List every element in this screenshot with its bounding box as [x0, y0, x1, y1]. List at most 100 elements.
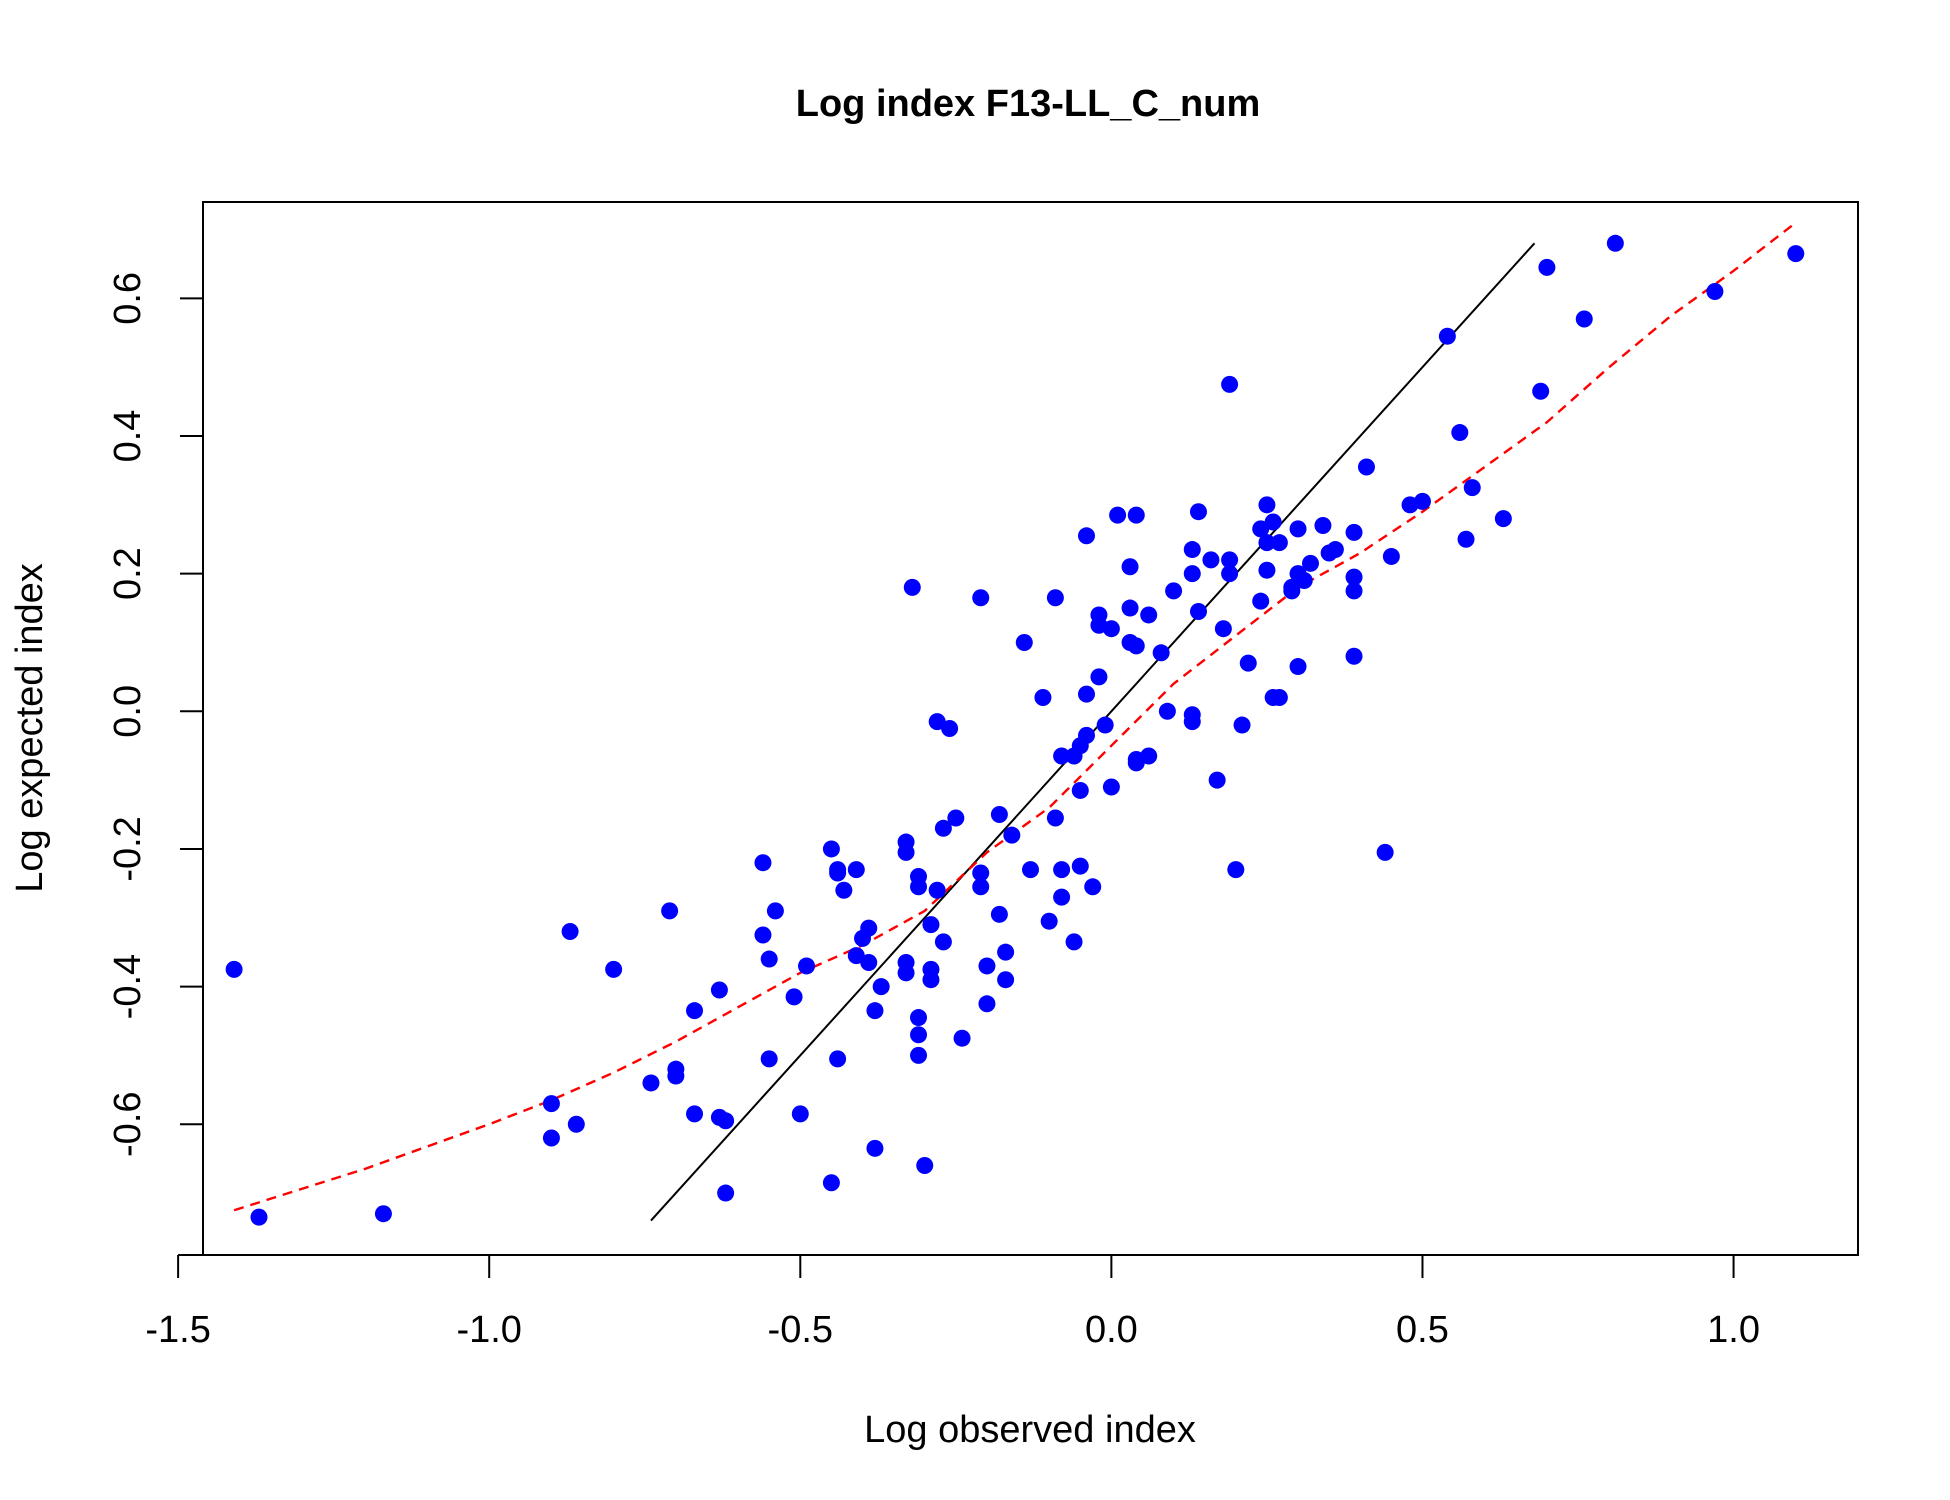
- data-point: [374, 1205, 392, 1223]
- data-point: [1140, 606, 1158, 624]
- data-point: [1140, 747, 1158, 765]
- data-point: [642, 1074, 660, 1092]
- data-point: [866, 1002, 884, 1020]
- data-point: [717, 1112, 735, 1130]
- x-axis-label: Log observed index: [864, 1409, 1196, 1451]
- data-point: [928, 881, 946, 899]
- data-point: [1314, 516, 1332, 534]
- data-point: [1221, 551, 1239, 569]
- data-point: [1208, 771, 1226, 789]
- data-point: [542, 1129, 560, 1147]
- data-point: [1438, 327, 1456, 345]
- data-point: [847, 861, 865, 879]
- data-point: [928, 713, 946, 731]
- data-point: [667, 1060, 685, 1078]
- data-point: [1295, 572, 1313, 590]
- data-point: [542, 1095, 560, 1113]
- data-point: [1301, 554, 1319, 572]
- data-point: [1183, 565, 1201, 583]
- data-point: [1053, 861, 1071, 879]
- data-point: [1183, 541, 1201, 559]
- data-point: [860, 954, 878, 971]
- y-axis-label: Log expected index: [9, 563, 51, 893]
- data-point: [822, 1174, 840, 1192]
- data-point: [1221, 375, 1239, 393]
- data-point: [605, 960, 623, 978]
- y-tick-label: 0.0: [107, 685, 149, 738]
- data-point: [798, 957, 816, 975]
- data-points: [225, 234, 1805, 1226]
- data-point: [1326, 541, 1344, 559]
- data-point: [953, 1029, 971, 1047]
- data-point: [1202, 551, 1220, 569]
- x-tick-label: 0.0: [1085, 1309, 1138, 1351]
- data-point: [1270, 534, 1288, 552]
- chart-title: Log index F13-LL_C_num: [796, 83, 1260, 125]
- smoother-line: [233, 221, 1797, 1212]
- data-point: [1258, 496, 1276, 514]
- data-point: [1413, 492, 1431, 510]
- data-point: [686, 1105, 704, 1123]
- data-point: [561, 923, 579, 941]
- data-point: [1127, 506, 1145, 524]
- data-point: [1121, 599, 1139, 617]
- data-point: [1258, 534, 1276, 552]
- data-point: [1258, 561, 1276, 579]
- data-point: [717, 1184, 735, 1202]
- data-point: [922, 971, 940, 989]
- data-point: [1034, 689, 1052, 707]
- data-point: [1451, 424, 1469, 442]
- data-point: [972, 589, 990, 607]
- data-point: [1538, 258, 1556, 276]
- data-point: [1376, 843, 1394, 861]
- data-point: [972, 878, 990, 896]
- data-point: [990, 905, 1008, 923]
- data-point: [1270, 689, 1288, 707]
- y-tick-label: -0.4: [107, 954, 149, 1019]
- data-point: [990, 806, 1008, 824]
- data-point: [1252, 592, 1270, 610]
- data-point: [1053, 747, 1071, 765]
- data-point: [822, 840, 840, 858]
- data-point: [1706, 282, 1724, 300]
- data-point: [1158, 702, 1176, 720]
- data-point: [1345, 523, 1363, 541]
- data-point: [1102, 620, 1120, 638]
- data-point: [225, 960, 243, 978]
- data-point: [1575, 310, 1593, 328]
- data-point: [1606, 234, 1624, 252]
- data-point: [1183, 713, 1201, 731]
- plot-frame: [202, 201, 1859, 1256]
- data-point: [1214, 620, 1232, 638]
- data-point: [1077, 726, 1095, 744]
- y-tick-label: 0.4: [107, 410, 149, 463]
- data-point: [947, 809, 965, 827]
- data-point: [791, 1105, 809, 1123]
- data-point: [1252, 520, 1270, 538]
- data-point: [785, 988, 803, 1006]
- data-point: [1345, 568, 1363, 586]
- data-point: [978, 995, 996, 1013]
- y-tick-label: 0.2: [107, 547, 149, 600]
- data-point: [766, 902, 784, 920]
- data-point: [1127, 637, 1145, 655]
- data-point: [1152, 644, 1170, 662]
- data-point: [1022, 861, 1039, 879]
- data-point: [941, 720, 959, 737]
- data-point: [1127, 754, 1145, 772]
- data-point: [1227, 861, 1245, 879]
- data-point: [1189, 503, 1207, 521]
- x-tick-label: 0.5: [1396, 1309, 1449, 1351]
- data-point: [1053, 888, 1071, 906]
- data-point: [1090, 668, 1108, 686]
- data-point: [661, 902, 679, 920]
- data-point: [760, 1050, 778, 1068]
- data-point: [829, 1050, 847, 1068]
- data-point: [910, 1026, 928, 1044]
- data-point: [754, 926, 772, 944]
- y-axis: -0.6 -0.4 -0.2 0.0 0.2 0.4 0.6: [107, 272, 204, 1157]
- data-point: [1109, 506, 1127, 524]
- data-point: [829, 864, 847, 882]
- data-point: [1102, 778, 1120, 796]
